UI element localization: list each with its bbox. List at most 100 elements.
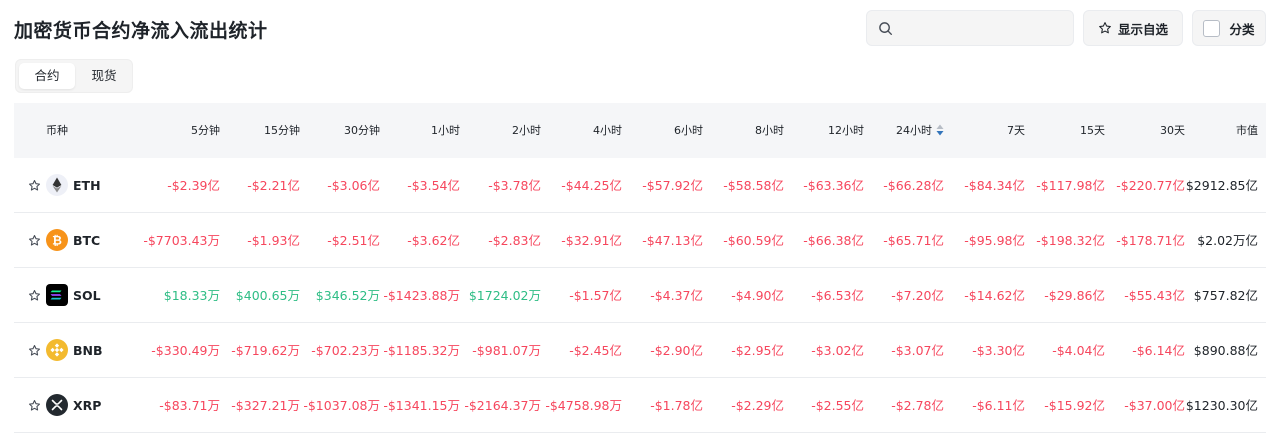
net-flow-value: -$1341.15万 [383,398,460,413]
column-header[interactable]: 市值 [1236,103,1258,158]
net-flow-value: -$1423.88万 [383,288,460,303]
table-row[interactable]: BNB -$330.49万 -$719.62万 -$702.23万 -$1185.32万… [14,323,1266,378]
net-flow-value: -$3.02亿 [811,343,864,358]
sol-logo-icon [46,284,68,306]
column-header[interactable]: 15天 [1080,103,1105,158]
net-flow-value: -$66.28亿 [883,178,944,193]
net-flow-value: -$2.39亿 [167,178,220,193]
net-flow-value: -$6.11亿 [972,398,1025,413]
coin-symbol[interactable]: BNB [73,343,103,358]
net-flow-value: -$702.23万 [311,343,380,358]
net-flow-value: -$7703.43万 [143,233,220,248]
net-flow-value: -$3.54亿 [407,178,460,193]
favorite-star-icon[interactable] [28,344,41,357]
net-flow-value: -$981.07万 [472,343,541,358]
column-header-label: 市值 [1236,124,1258,137]
search-input[interactable] [901,17,1070,41]
net-flow-value: -$32.91亿 [561,233,622,248]
market-type-tabs: 合约 现货 [15,59,133,93]
net-flow-value: -$3.78亿 [488,178,541,193]
net-flow-value: -$2.90亿 [650,343,703,358]
column-header[interactable]: 8小时 [755,103,784,158]
column-header-coin: 币种 [46,103,68,158]
tab-spot[interactable]: 现货 [91,68,117,83]
net-flow-value: -$198.32亿 [1036,233,1105,248]
net-flow-value: $1724.02万 [468,288,541,303]
column-header[interactable]: 30天 [1160,103,1185,158]
table-row[interactable]: ₿ BTC -$7703.43万 -$1.93亿 -$2.51亿 -$3.62亿 -$2.8… [14,213,1266,268]
table-row[interactable]: XRP -$83.71万 -$327.21万 -$1037.08万 -$1341.15万… [14,378,1266,433]
net-flow-value: -$4.90亿 [731,288,784,303]
net-flow-value: -$2.83亿 [488,233,541,248]
column-header[interactable]: 4小时 [593,103,622,158]
net-flow-value: $18.33万 [163,288,220,303]
category-label: 分类 [1229,21,1255,37]
column-header[interactable]: 24小时 [896,103,944,158]
column-header-label: 6小时 [674,124,703,137]
net-flow-value: -$4.04亿 [1052,343,1105,358]
column-header-label: 5分钟 [191,124,220,137]
net-flow-value: -$84.34亿 [964,178,1025,193]
coin-symbol[interactable]: ETH [73,178,101,193]
table-row[interactable]: ETH -$2.39亿 -$2.21亿 -$3.06亿 -$3.54亿 -$3.78亿 -$… [14,158,1266,213]
net-flow-value: -$15.92亿 [1044,398,1105,413]
column-header[interactable]: 7天 [1007,103,1025,158]
column-header[interactable]: 5分钟 [191,103,220,158]
bnb-logo-icon [46,339,68,361]
coin-symbol[interactable]: BTC [73,233,101,248]
favorite-star-icon[interactable] [28,399,41,412]
column-header-label: 7天 [1007,124,1025,137]
sort-icon[interactable] [936,124,944,136]
column-header-label: 1小时 [431,124,460,137]
net-flow-value: -$44.25亿 [561,178,622,193]
net-flow-value: -$60.59亿 [723,233,784,248]
column-header[interactable]: 15分钟 [264,103,300,158]
column-header[interactable]: 2小时 [512,103,541,158]
favorite-star-icon[interactable] [28,289,41,302]
column-header[interactable]: 12小时 [828,103,864,158]
coin-symbol[interactable]: XRP [73,398,102,413]
net-flow-value: -$37.00亿 [1124,398,1185,413]
net-flow-value: -$95.98亿 [964,233,1025,248]
category-toggle[interactable]: 分类 [1192,10,1266,46]
coin-symbol[interactable]: SOL [73,288,101,303]
column-header-label: 15天 [1080,124,1105,137]
net-flow-value: -$47.13亿 [642,233,703,248]
net-flow-value: -$1.57亿 [569,288,622,303]
net-flow-value: -$2.78亿 [891,398,944,413]
net-flow-value: -$2.21亿 [247,178,300,193]
net-flow-value: -$2.51亿 [327,233,380,248]
column-header[interactable]: 6小时 [674,103,703,158]
column-header-label: 24小时 [896,124,932,137]
net-flow-value: -$330.49万 [151,343,220,358]
column-header-label: 12小时 [828,124,864,137]
tab-futures[interactable]: 合约 [19,63,75,89]
net-flow-value: -$3.06亿 [327,178,380,193]
net-flow-value: -$3.07亿 [891,343,944,358]
favorite-star-icon[interactable] [28,234,41,247]
net-flow-value: -$4758.98万 [545,398,622,413]
net-flow-value: -$6.53亿 [811,288,864,303]
net-flow-value: -$58.58亿 [723,178,784,193]
btc-logo-icon: ₿ [46,229,68,251]
net-flow-value: -$117.98亿 [1036,178,1105,193]
column-header[interactable]: 30分钟 [344,103,380,158]
net-flow-value: $400.65万 [235,288,300,303]
net-flow-value: -$2.55亿 [811,398,864,413]
net-flow-value: -$327.21万 [231,398,300,413]
column-header[interactable]: 1小时 [431,103,460,158]
page-title: 加密货币合约净流入流出统计 [14,20,268,42]
eth-logo-icon [46,174,68,196]
net-flow-value: -$6.14亿 [1132,343,1185,358]
net-flow-value: -$3.30亿 [972,343,1025,358]
category-checkbox[interactable] [1203,19,1221,37]
show-favorites-button[interactable]: 显示自选 [1083,10,1183,46]
column-header-label: 币种 [46,124,68,137]
search-box[interactable] [866,10,1074,46]
net-flow-value: -$66.38亿 [803,233,864,248]
table-row[interactable]: SOL $18.33万 $400.65万 $346.52万 -$1423.88万 $172… [14,268,1266,323]
net-flow-value: -$2.95亿 [731,343,784,358]
favorite-star-icon[interactable] [28,179,41,192]
svg-text:₿: ₿ [52,234,62,248]
market-cap-value: $2912.85亿 [1185,178,1258,193]
